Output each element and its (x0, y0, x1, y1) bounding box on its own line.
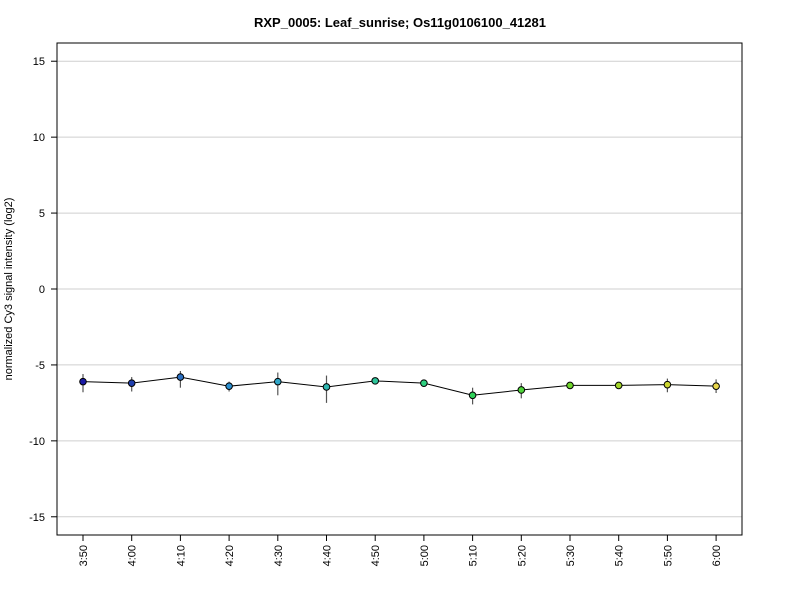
y-axis: 15 10 5 0 -5 -10 -15 (29, 43, 58, 535)
x-tick-label: 6:00 (711, 545, 723, 566)
series-polyline (82, 376, 717, 396)
data-point (517, 386, 526, 394)
x-axis: 3:50 4:00 4:10 4:20 4:30 4:40 4:50 5:00 5:10 5:20… (78, 534, 723, 566)
data-point (420, 379, 428, 387)
x-tick-label: 4:40 (322, 545, 334, 566)
x-tick-label: 4:10 (175, 545, 187, 566)
x-tick-label: 5:40 (614, 545, 626, 566)
y-tick-label: 10 (33, 132, 45, 144)
gridlines (57, 60, 742, 518)
data-point (176, 373, 185, 381)
data-point (566, 381, 574, 390)
x-tick-label: 3:50 (78, 545, 90, 566)
data-point (79, 377, 87, 386)
x-tick-label: 5:30 (565, 545, 577, 566)
y-tick-label: 15 (33, 56, 45, 68)
data-point (225, 382, 233, 390)
x-tick-label: 4:50 (370, 545, 382, 566)
data-point (127, 379, 136, 387)
x-tick-label: 5:00 (419, 545, 431, 566)
y-tick-label: 5 (39, 208, 45, 220)
data-point (468, 391, 477, 400)
data-point (371, 377, 380, 385)
y-tick-label: -10 (29, 436, 45, 448)
data-point (663, 380, 672, 389)
series-line (82, 376, 717, 396)
y-tick-label: -15 (29, 512, 45, 524)
data-point (322, 383, 331, 391)
y-tick-label: -5 (35, 360, 45, 372)
y-tick-label: 0 (39, 284, 45, 296)
x-tick-label: 5:50 (662, 545, 674, 566)
x-tick-label: 4:20 (224, 545, 236, 566)
data-point (712, 382, 720, 390)
x-tick-label: 5:10 (468, 545, 480, 566)
data-point (614, 381, 623, 390)
data-points (79, 373, 720, 400)
x-tick-label: 4:00 (127, 545, 139, 566)
data-point (274, 377, 282, 386)
plot-frame (56, 42, 743, 536)
x-tick-label: 4:30 (273, 545, 285, 566)
y-axis-label: normalized Cy3 signal intensity (log2) (3, 198, 15, 381)
chart-title: RXP_0005: Leaf_sunrise; Os11g0106100_412… (254, 15, 546, 30)
x-tick-label: 5:20 (516, 545, 528, 566)
